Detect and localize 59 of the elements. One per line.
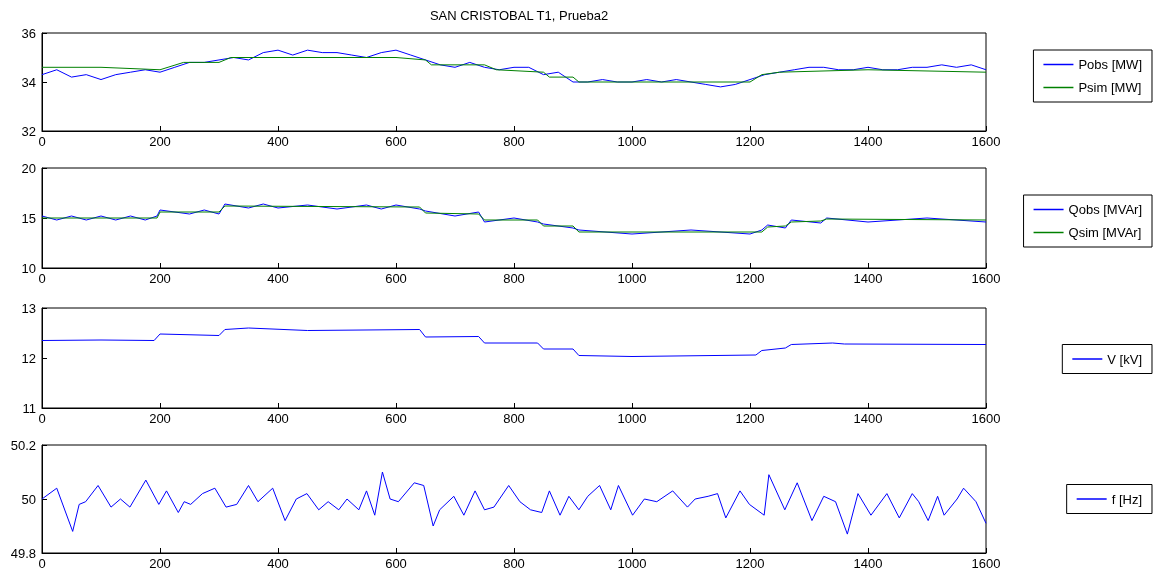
- y-tick-label: 12: [21, 350, 36, 366]
- x-tick-label: 1600: [971, 556, 1001, 570]
- chart-title: SAN CRISTOBAL T1, Prueba2: [429, 8, 609, 23]
- legend-label: Qsim [MVAr]: [1068, 225, 1142, 240]
- y-tick-label: 20: [21, 160, 36, 176]
- line-series: [41, 471, 987, 535]
- x-tick-label: 1000: [617, 411, 647, 426]
- line-series: [41, 327, 987, 357]
- x-tick-label: 200: [149, 556, 171, 570]
- x-tick-label: 0: [38, 411, 46, 426]
- legend-label: Qobs [MVAr]: [1068, 202, 1143, 217]
- y-tick-label: 49.8: [10, 545, 36, 561]
- y-tick-label: 13: [21, 300, 36, 316]
- x-tick-label: 1600: [971, 134, 1001, 149]
- x-tick-label: 0: [38, 556, 46, 570]
- x-tick-label: 1200: [735, 411, 765, 426]
- y-tick-label: 34: [21, 74, 36, 90]
- x-tick-label: 800: [503, 411, 525, 426]
- x-tick-label: 0: [38, 271, 46, 286]
- y-tick-label: 11: [22, 400, 36, 416]
- y-tick-label: 36: [21, 25, 36, 41]
- x-tick-label: 400: [267, 134, 289, 149]
- line-series: [41, 49, 987, 88]
- x-tick-label: 1400: [853, 556, 883, 570]
- legend-label: V [kV]: [1107, 351, 1143, 367]
- x-tick-label: 200: [149, 134, 171, 149]
- x-tick-label: 200: [149, 411, 171, 426]
- x-tick-label: 1000: [617, 271, 647, 286]
- x-tick-label: 800: [503, 271, 525, 286]
- y-tick-label: 10: [21, 260, 36, 276]
- x-tick-label: 1200: [735, 556, 765, 570]
- x-tick-label: 1400: [853, 134, 883, 149]
- x-tick-label: 600: [385, 134, 407, 149]
- x-tick-label: 1400: [853, 271, 883, 286]
- x-tick-label: 800: [503, 556, 525, 570]
- x-tick-label: 200: [149, 271, 171, 286]
- y-tick-label: 32: [21, 123, 36, 139]
- x-tick-label: 1600: [971, 411, 1001, 426]
- y-tick-label: 50.2: [10, 437, 36, 453]
- x-tick-label: 1000: [617, 134, 647, 149]
- legend-label: Pobs [MW]: [1078, 57, 1143, 72]
- x-tick-label: 600: [385, 271, 407, 286]
- x-tick-label: 600: [385, 411, 407, 426]
- y-tick-label: 50: [21, 491, 36, 507]
- x-tick-label: 1400: [853, 411, 883, 426]
- x-tick-label: 400: [267, 411, 289, 426]
- x-tick-label: 800: [503, 134, 525, 149]
- x-tick-label: 400: [267, 556, 289, 570]
- x-tick-label: 0: [38, 134, 46, 149]
- line-series: [41, 57, 987, 83]
- y-tick-label: 15: [21, 210, 36, 226]
- x-tick-label: 600: [385, 556, 407, 570]
- x-tick-label: 400: [267, 271, 289, 286]
- x-tick-label: 1600: [971, 271, 1001, 286]
- x-tick-label: 1200: [735, 134, 765, 149]
- legend-label: f [Hz]: [1111, 491, 1143, 507]
- x-tick-label: 1000: [617, 556, 647, 570]
- x-tick-label: 1200: [735, 271, 765, 286]
- legend-label: Psim [MW]: [1078, 80, 1142, 95]
